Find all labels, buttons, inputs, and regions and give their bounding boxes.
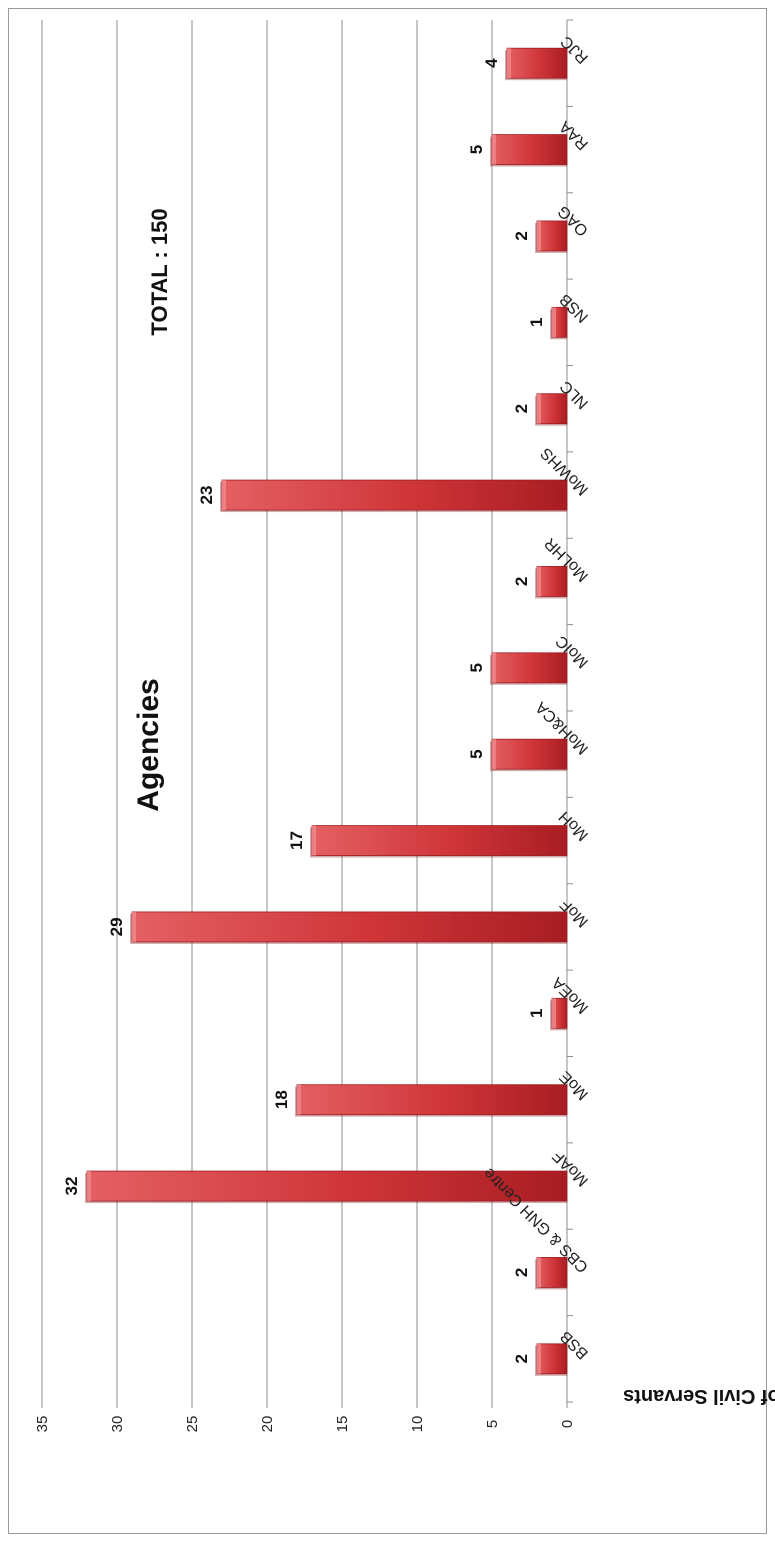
data-label: 4 bbox=[482, 58, 501, 68]
bar-cap bbox=[492, 134, 496, 165]
x-axis-title: Agencies bbox=[132, 678, 165, 811]
value-tick-label: 20 bbox=[259, 1416, 276, 1433]
value-tick-label: 15 bbox=[334, 1416, 351, 1433]
bar bbox=[536, 566, 568, 597]
bar bbox=[506, 47, 568, 79]
bar bbox=[536, 1343, 568, 1375]
value-axis: 0 5 10 15 20 25 30 35 bbox=[34, 1402, 576, 1432]
data-label: 5 bbox=[467, 749, 486, 758]
value-tick-label: 25 bbox=[184, 1416, 201, 1433]
data-label: 17 bbox=[287, 831, 306, 850]
bar bbox=[311, 825, 568, 856]
y-axis-title: Number of Civil Servants bbox=[623, 1385, 775, 1407]
bar-cap bbox=[537, 393, 541, 424]
data-label: 29 bbox=[107, 917, 126, 936]
bar-cap bbox=[297, 1084, 301, 1115]
bar-cap bbox=[537, 1343, 541, 1374]
bar-cap bbox=[552, 307, 556, 338]
bar-cap bbox=[492, 739, 496, 770]
bar-cap bbox=[537, 220, 541, 251]
data-label: 2 bbox=[512, 404, 531, 413]
bar-cap bbox=[312, 825, 316, 856]
data-label: 5 bbox=[467, 663, 486, 672]
value-tick-label: 35 bbox=[34, 1416, 51, 1433]
bar bbox=[221, 479, 568, 511]
data-label: 2 bbox=[512, 577, 531, 586]
data-label: 1 bbox=[527, 318, 546, 327]
bar bbox=[131, 911, 568, 943]
bar bbox=[491, 134, 568, 165]
data-label: 2 bbox=[512, 1354, 531, 1363]
chart-frame bbox=[8, 8, 767, 1534]
data-label: 5 bbox=[467, 145, 486, 154]
bar-cap bbox=[507, 48, 511, 79]
bar-cap bbox=[132, 911, 136, 942]
bar bbox=[86, 1170, 568, 1202]
data-label: 1 bbox=[527, 1009, 546, 1018]
bar bbox=[491, 738, 568, 770]
total-annotation: TOTAL : 150 bbox=[147, 208, 172, 335]
bar-cap bbox=[87, 1171, 91, 1202]
value-tick-label: 10 bbox=[409, 1416, 426, 1433]
bars bbox=[85, 47, 568, 1376]
data-label: 2 bbox=[512, 1268, 531, 1277]
value-tick-label: 5 bbox=[484, 1420, 501, 1428]
bar bbox=[536, 393, 568, 425]
value-tick-label: 30 bbox=[109, 1416, 126, 1433]
bar-cap bbox=[537, 566, 541, 597]
bar-cap bbox=[552, 998, 556, 1029]
value-tick-label: 0 bbox=[559, 1420, 576, 1428]
bar bbox=[491, 652, 568, 684]
bar-cap bbox=[537, 1257, 541, 1288]
data-label: 18 bbox=[272, 1090, 291, 1109]
bar-cap bbox=[492, 652, 496, 683]
bar bbox=[536, 220, 568, 252]
data-label: 32 bbox=[62, 1177, 81, 1196]
bar bbox=[536, 1257, 568, 1288]
data-label: 23 bbox=[197, 486, 216, 505]
bar-cap bbox=[222, 480, 226, 511]
bar bbox=[296, 1084, 568, 1116]
data-label: 2 bbox=[512, 231, 531, 240]
